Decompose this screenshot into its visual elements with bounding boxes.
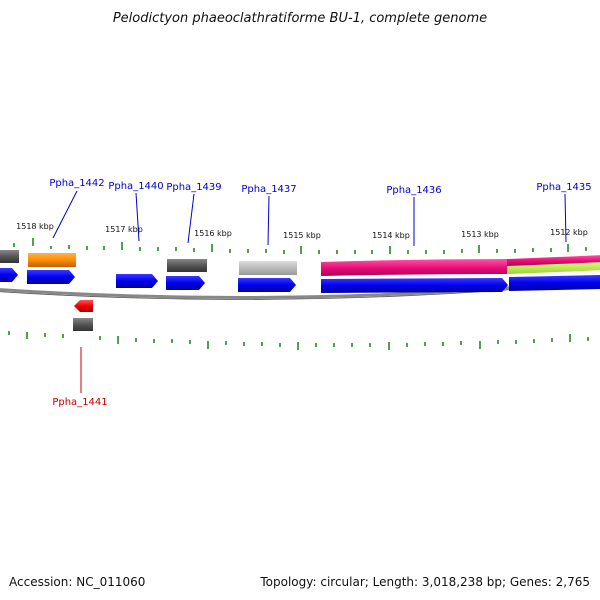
kbp-label: 1515 kbp bbox=[283, 231, 321, 240]
feature-orange bbox=[28, 253, 76, 267]
cds-arrow bbox=[509, 275, 600, 291]
gene-label-ppha-1441[interactable]: Ppha_1441 bbox=[52, 397, 107, 408]
gene-label-ppha-1442[interactable]: Ppha_1442 bbox=[49, 178, 104, 189]
gene-label-ppha-1440[interactable]: Ppha_1440 bbox=[108, 181, 163, 192]
feature-light-gray bbox=[239, 261, 297, 275]
topology-text: Topology: circular; Length: 3,018,238 bp… bbox=[259, 575, 590, 589]
gene-label-ppha-1437[interactable]: Ppha_1437 bbox=[241, 184, 296, 195]
cds-arrow bbox=[166, 276, 205, 290]
feature-track-outer bbox=[0, 250, 600, 276]
cds-arrow bbox=[116, 274, 158, 288]
cds-arrow bbox=[238, 278, 296, 292]
kbp-label: 1513 kbp bbox=[461, 230, 499, 239]
label-leaders bbox=[52, 190, 567, 393]
gene-label-ppha-1435[interactable]: Ppha_1435 bbox=[536, 182, 591, 193]
cds-arrow bbox=[321, 278, 508, 293]
feature-red-reverse bbox=[74, 300, 93, 312]
feature-lime bbox=[507, 262, 600, 274]
kbp-label: 1514 kbp bbox=[372, 231, 410, 240]
feature-magenta bbox=[321, 259, 507, 276]
leader-line bbox=[135, 192, 140, 242]
gene-label-ppha-1436[interactable]: Ppha_1436 bbox=[386, 185, 441, 196]
cds-arrow bbox=[27, 270, 75, 284]
genome-title: Pelodictyon phaeoclathratiforme BU-1, co… bbox=[113, 11, 487, 26]
feature-gray-reverse bbox=[73, 318, 93, 331]
gene-label-ppha-1439[interactable]: Ppha_1439 bbox=[166, 182, 221, 193]
kbp-labels: 1518 kbp 1517 kbp 1516 kbp 1515 kbp 1514… bbox=[16, 222, 588, 240]
leader-line bbox=[187, 193, 195, 244]
feature-dark-gray bbox=[167, 259, 207, 272]
leader-line bbox=[52, 190, 78, 239]
cds-track bbox=[0, 268, 600, 293]
reverse-strand-track bbox=[73, 300, 93, 331]
kbp-label: 1518 kbp bbox=[16, 222, 54, 231]
leader-line bbox=[267, 195, 270, 246]
gene-labels: Ppha_1442 Ppha_1440 Ppha_1439 Ppha_1437 … bbox=[49, 178, 591, 408]
kbp-label: 1517 kbp bbox=[105, 225, 143, 234]
feature-gray-left bbox=[0, 250, 19, 263]
leader-line bbox=[564, 193, 567, 243]
kbp-label: 1516 kbp bbox=[194, 229, 232, 238]
inner-ticks bbox=[8, 331, 589, 350]
kbp-label: 1512 kbp bbox=[550, 228, 588, 237]
cds-arrow bbox=[0, 268, 18, 282]
accession-text: Accession: NC_011060 bbox=[9, 575, 145, 589]
outer-ticks bbox=[13, 238, 587, 254]
